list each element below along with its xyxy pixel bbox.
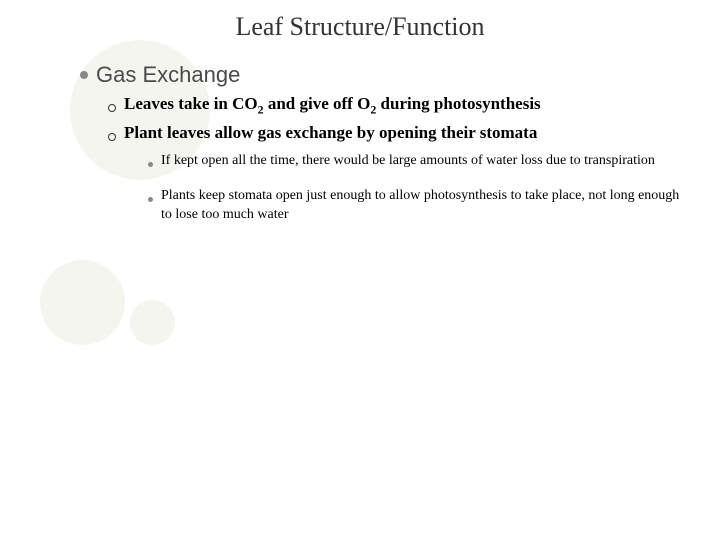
text-fragment: during photosynthesis bbox=[376, 94, 540, 113]
bullet-small-icon bbox=[148, 197, 153, 202]
text-fragment: Leaves take in CO bbox=[124, 94, 258, 113]
bullet-small-icon bbox=[148, 162, 153, 167]
level2-text: Plant leaves allow gas exchange by openi… bbox=[124, 123, 690, 143]
bullet-open-icon bbox=[108, 104, 116, 112]
level3-text: Plants keep stomata open just enough to … bbox=[161, 187, 690, 225]
background-circle bbox=[130, 300, 175, 345]
bullet-open-icon bbox=[108, 133, 116, 141]
slide-title: Leaf Structure/Function bbox=[0, 12, 720, 42]
bullet-level3: Plants keep stomata open just enough to … bbox=[148, 187, 720, 225]
level3-text: If kept open all the time, there would b… bbox=[161, 152, 690, 171]
bullet-level2: Leaves take in CO2 and give off O2 durin… bbox=[108, 94, 720, 119]
background-circle bbox=[40, 260, 125, 345]
bullet-icon bbox=[80, 71, 88, 79]
bullet-level3: If kept open all the time, there would b… bbox=[148, 152, 720, 177]
text-fragment: and give off O bbox=[264, 94, 371, 113]
bullet-level1: Gas Exchange bbox=[80, 62, 720, 88]
level1-text: Gas Exchange bbox=[96, 62, 720, 88]
bullet-level2: Plant leaves allow gas exchange by openi… bbox=[108, 123, 720, 148]
level2-text: Leaves take in CO2 and give off O2 durin… bbox=[124, 94, 690, 117]
slide-content: Leaf Structure/Function Gas Exchange Lea… bbox=[0, 0, 720, 225]
